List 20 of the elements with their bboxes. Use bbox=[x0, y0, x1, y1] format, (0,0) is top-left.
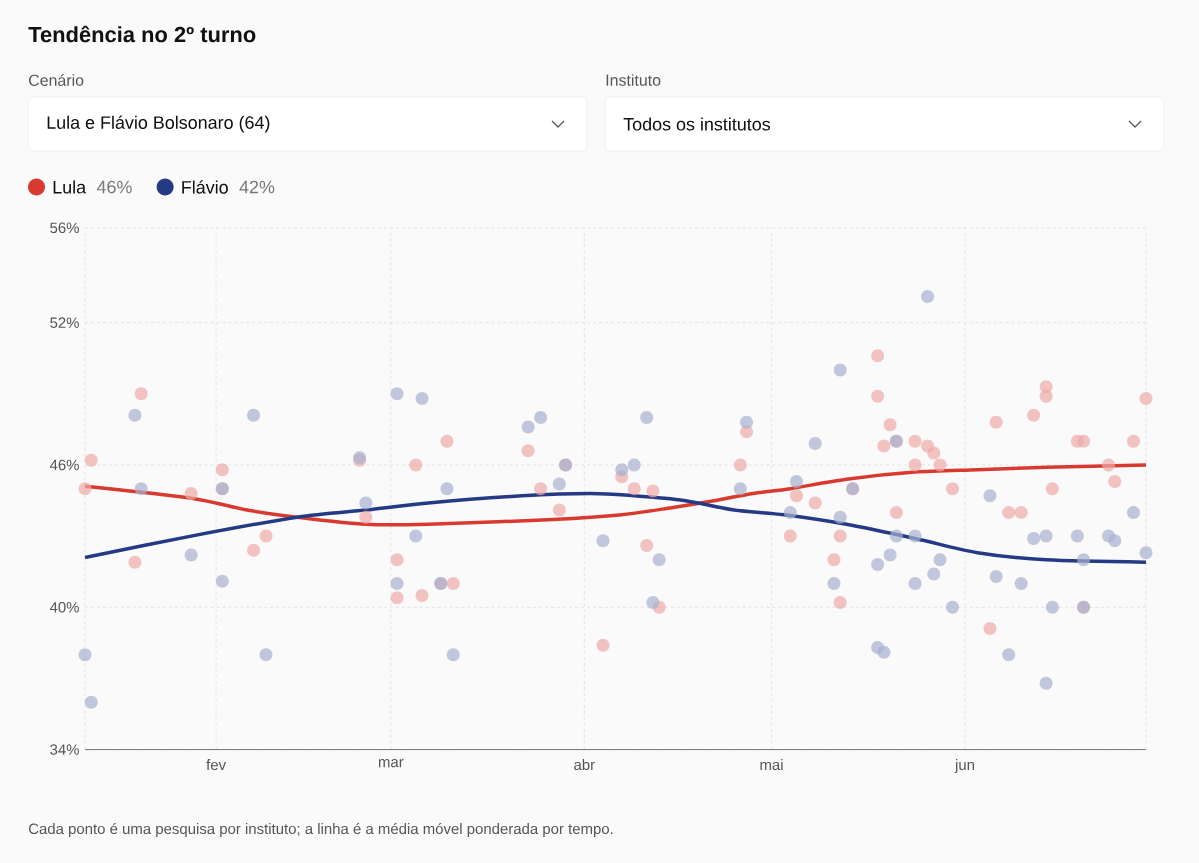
x-tick-label: jun bbox=[954, 759, 975, 774]
legend-label: Lula bbox=[53, 180, 87, 194]
text: 42% bbox=[239, 180, 275, 194]
x-tick-label: mai bbox=[760, 759, 783, 771]
text: Lula e Flávio Bolsonaro (64) bbox=[47, 115, 270, 133]
y-tick-label: 34% bbox=[50, 744, 79, 755]
text: Cada ponto é uma pesquisa por instituto; a linha é a média móvel ponderada por tempo. bbox=[28, 822, 613, 838]
chart-title: Tendência no 2º turno bbox=[28, 25, 256, 43]
x-tick-label: mar bbox=[378, 759, 404, 768]
text: 46% bbox=[96, 180, 132, 194]
text: Cenário bbox=[29, 74, 84, 86]
y-tick-label: 56% bbox=[50, 222, 79, 234]
text: Todos os institutos bbox=[623, 117, 771, 131]
text: Instituto bbox=[606, 74, 661, 86]
y-tick-label: 52% bbox=[50, 317, 79, 328]
x-tick-label: abr bbox=[574, 759, 595, 771]
x-tick-label: fev bbox=[206, 759, 226, 771]
legend-label: Flávio bbox=[182, 180, 228, 194]
y-tick-label: 46% bbox=[49, 459, 79, 471]
y-tick-label: 40% bbox=[49, 601, 79, 613]
